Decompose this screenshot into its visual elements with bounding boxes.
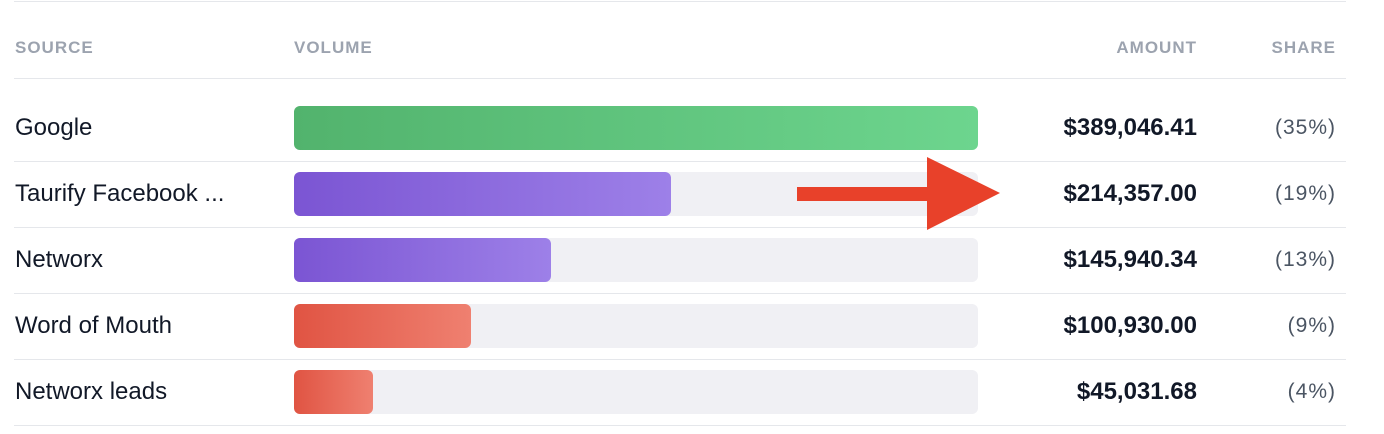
header-border	[14, 78, 1346, 79]
arrow	[797, 157, 1000, 230]
row-border	[14, 293, 1346, 294]
header-volume: VOLUME	[294, 38, 373, 57]
share: (9%)	[1287, 314, 1336, 337]
share: (4%)	[1287, 380, 1336, 403]
source-name: Word of Mouth	[15, 312, 172, 339]
share: (13%)	[1274, 248, 1336, 271]
amount: $214,357.00	[1063, 180, 1197, 207]
volume-bar	[294, 370, 374, 414]
volume-track	[294, 238, 978, 282]
row-border	[14, 227, 1346, 228]
amount: $100,930.00	[1063, 312, 1197, 339]
volume-track	[294, 106, 978, 150]
share: (35%)	[1274, 116, 1336, 139]
row-border	[14, 161, 1346, 162]
header-share: SHARE	[1271, 38, 1336, 57]
top-border	[14, 1, 1346, 2]
volume-bar	[294, 172, 671, 216]
amount: $389,046.41	[1063, 114, 1197, 141]
share: (19%)	[1274, 182, 1336, 205]
source-name: Google	[15, 114, 93, 141]
source-name: Taurify Facebook ...	[15, 180, 225, 207]
header-amount: AMOUNT	[1116, 38, 1197, 57]
source-name: Networx leads	[15, 378, 168, 405]
arrow-head	[927, 157, 1000, 230]
amount: $45,031.68	[1076, 378, 1197, 405]
amount: $145,940.34	[1063, 246, 1197, 273]
header-source: SOURCE	[15, 38, 94, 57]
volume-track	[294, 370, 978, 414]
volume-bar	[294, 106, 978, 150]
source-name: Networx	[15, 246, 104, 273]
row-border	[14, 425, 1346, 426]
row-border	[14, 359, 1346, 360]
volume-track	[294, 304, 978, 348]
volume-bar	[294, 304, 472, 348]
arrow-shaft	[797, 187, 932, 201]
volume-bar	[294, 238, 551, 282]
